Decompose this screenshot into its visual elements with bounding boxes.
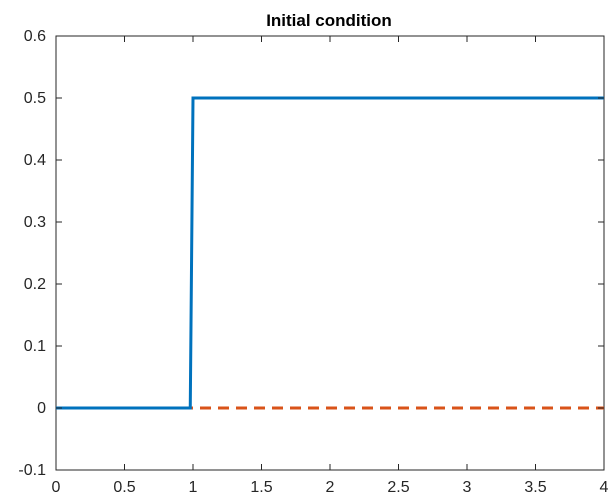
chart-title: Initial condition: [266, 11, 392, 30]
x-tick-label: 1.5: [250, 479, 272, 496]
x-tick-label: 3: [463, 479, 472, 496]
y-tick-label: 0: [37, 400, 46, 417]
series-layer: [56, 96, 604, 410]
y-tick-label: 0.1: [24, 338, 46, 355]
tick-layer: 0 0.5 1 1.5 2 2.5 3 3.5 4 -0.1 0 0.1 0.2 0.3 0.4 0.5 0.6: [18, 28, 608, 496]
x-tick-label: 4: [600, 479, 609, 496]
x-tick-label: 3.5: [524, 479, 546, 496]
y-tick-label: 0.2: [24, 276, 46, 293]
x-tick-label: 1: [189, 479, 198, 496]
y-tick-label: -0.1: [18, 462, 46, 479]
x-tick-label: 0.5: [113, 479, 135, 496]
y-tick-label: 0.5: [24, 90, 46, 107]
series-line-solid: [56, 96, 604, 410]
x-tick-label: 2: [326, 479, 335, 496]
y-tick-label: 0.6: [24, 28, 46, 45]
x-tick-label: 0: [52, 479, 61, 496]
x-tick-label: 2.5: [387, 479, 409, 496]
y-tick-label: 0.3: [24, 214, 46, 231]
y-tick-label: 0.4: [24, 152, 46, 169]
plot-area: [55, 35, 605, 471]
